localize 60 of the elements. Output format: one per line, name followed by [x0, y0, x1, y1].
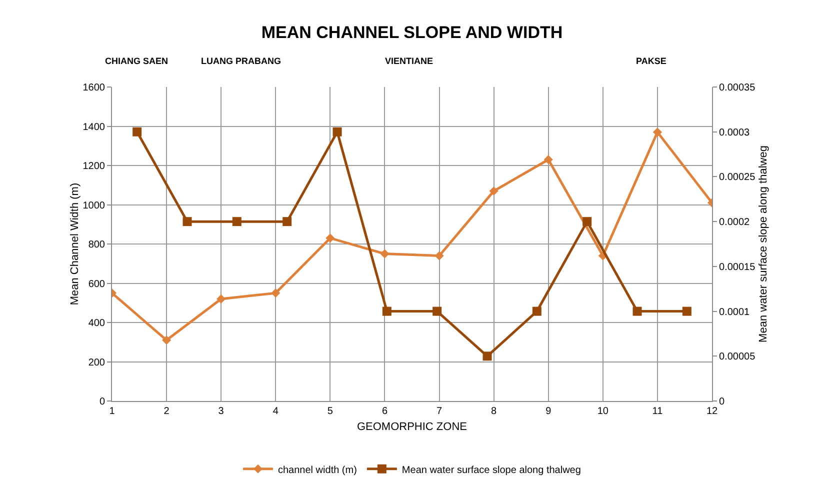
y2-tick-label: 0.00025 [719, 172, 756, 184]
text: VIENTIANE [385, 56, 434, 66]
point [482, 352, 492, 361]
point [489, 186, 498, 196]
y2-axis-title: Mean water surface slope along thalweg [758, 146, 770, 342]
x-tick-label: 7 [436, 406, 442, 417]
y-tick-label: 1400 [82, 122, 106, 133]
y-tick-label: 800 [88, 240, 106, 250]
y-tick-label: 400 [88, 318, 106, 329]
text: LUANG PRABANG [201, 56, 281, 66]
point [380, 249, 390, 258]
point [544, 155, 553, 164]
point [532, 306, 542, 316]
y-tick-label: 200 [88, 357, 106, 368]
point [382, 306, 392, 316]
x-tick-label: 10 [597, 406, 609, 417]
legend-label: channel width (m) [278, 464, 357, 476]
x-tick-label: 6 [382, 406, 388, 417]
y-axis-title: Mean Channel Width (m) [68, 182, 81, 306]
chart-title: MEAN CHANNEL SLOPE AND WIDTH [261, 23, 563, 42]
y-tick-label: 1200 [82, 161, 106, 172]
x-tick-label: 2 [164, 406, 170, 417]
x-tick-label: 5 [327, 406, 334, 417]
x-tick-label: 12 [706, 406, 718, 417]
text: PAKSE [636, 56, 666, 66]
point [332, 127, 342, 136]
text: CHIANG SAEN [105, 56, 168, 66]
point [271, 288, 280, 298]
point [632, 306, 642, 316]
point [326, 234, 335, 243]
x-tick-label: 11 [652, 406, 664, 417]
point [132, 127, 142, 136]
y-tick-label: 600 [88, 278, 106, 290]
point [216, 294, 226, 304]
point [282, 217, 292, 226]
x-tick-label: 9 [546, 406, 552, 417]
y2-tick-label: 0.0003 [719, 127, 750, 138]
y2-tick-label: 0.00015 [719, 262, 756, 273]
point [652, 128, 662, 137]
x-tick-label: 8 [491, 406, 498, 417]
point [162, 336, 172, 345]
point [182, 217, 192, 226]
y-tick-label: 1000 [82, 200, 106, 212]
y-tick-label: 0 [99, 396, 106, 408]
x-tick-label: 3 [218, 406, 224, 417]
x-tick-label: 4 [272, 406, 279, 417]
y2-tick-label: 0.0002 [719, 217, 750, 228]
point [582, 217, 592, 226]
y2-tick-label: 0.00035 [719, 82, 756, 94]
point [682, 306, 692, 316]
point [232, 217, 242, 226]
y2-tick-label: 0.00005 [719, 352, 756, 363]
legend-label: Mean water surface slope along thalweg [402, 464, 581, 476]
x-axis-title: GEOMORPHIC ZONE [356, 421, 468, 434]
y2-tick-label: 0 [719, 396, 725, 408]
y2-tick-label: 0.0001 [719, 306, 750, 318]
point [432, 306, 442, 316]
y-tick-label: 1600 [82, 82, 106, 94]
x-tick-label: 1 [109, 406, 116, 417]
point [434, 251, 444, 260]
